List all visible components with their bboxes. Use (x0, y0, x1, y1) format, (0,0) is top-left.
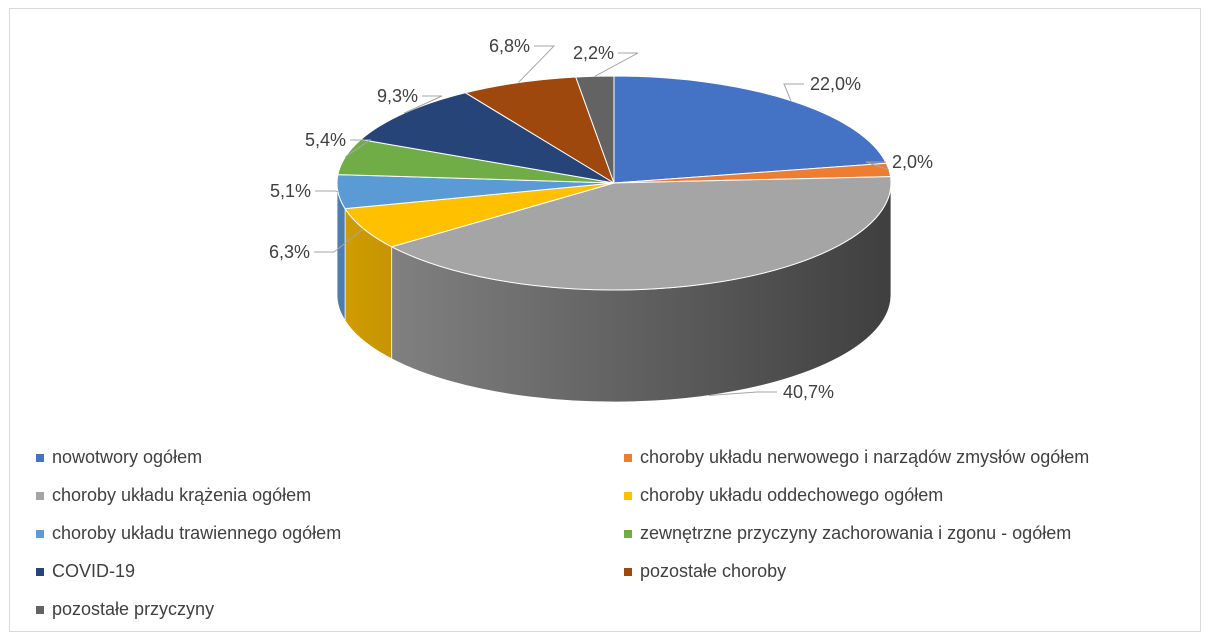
slice-6 (359, 92, 615, 184)
data-label-7: 6,8% (489, 36, 530, 56)
leader-line-8 (594, 52, 639, 77)
data-label-2: 40,7% (783, 382, 834, 402)
leader-line-4 (315, 190, 339, 193)
leader-line-5 (345, 139, 372, 158)
leader-line-3 (314, 228, 364, 253)
data-label-6: 9,3% (377, 86, 418, 106)
data-label-5: 5,4% (305, 130, 346, 150)
leader-line-2 (708, 391, 777, 397)
slice-7 (464, 76, 615, 185)
data-label-3: 6,3% (269, 242, 310, 262)
data-label-1: 2,0% (892, 152, 933, 172)
data-label-8: 2,2% (573, 43, 614, 63)
leader-line-6 (403, 95, 443, 114)
data-label-0: 22,0% (810, 74, 861, 94)
slice-2 (390, 176, 892, 291)
leader-line-7 (517, 45, 556, 83)
data-label-4: 5,1% (270, 181, 311, 201)
leader-line-1 (865, 161, 890, 171)
leader-line-0 (783, 83, 804, 101)
slice-8 (575, 75, 615, 184)
